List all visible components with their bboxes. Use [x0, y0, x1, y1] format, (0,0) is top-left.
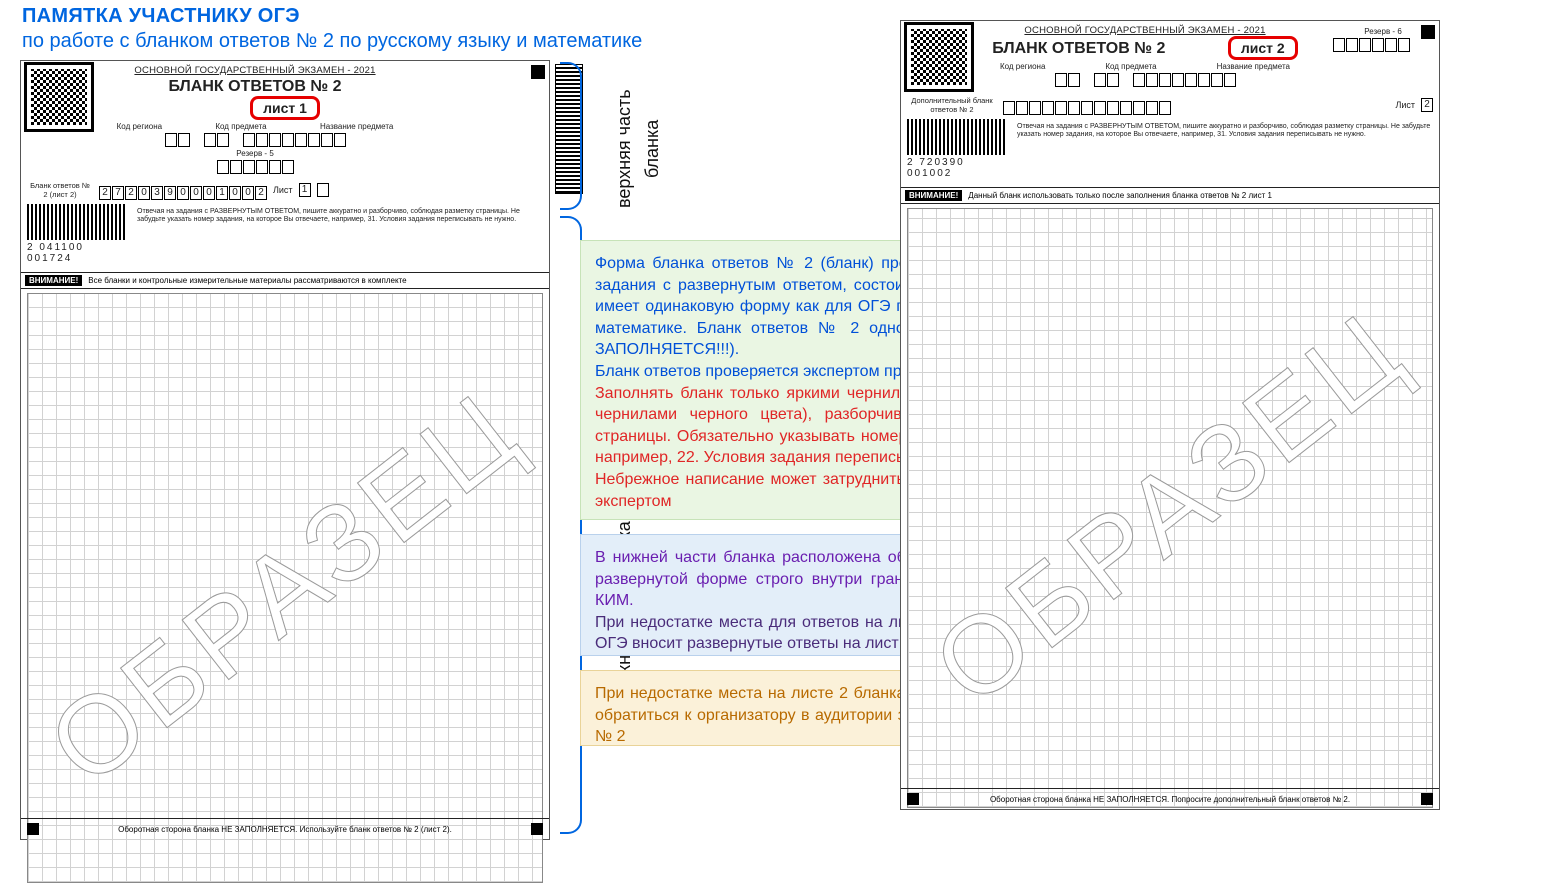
list-num: 1	[299, 183, 311, 197]
vlabel-top-a: верхняя часть	[614, 89, 635, 208]
exam-line: ОСНОВНОЙ ГОСУДАРСТВЕННЫЙ ЭКЗАМЕН - 2021	[105, 65, 405, 76]
sheet-label-highlight: лист 2	[1228, 36, 1298, 60]
vlabel-top-b: бланка	[642, 120, 663, 178]
brace-lower	[560, 216, 582, 834]
barcode-icon	[27, 204, 127, 240]
list-label: Лист	[273, 185, 293, 195]
title-line1: ПАМЯТКА УЧАСТНИКУ ОГЭ	[22, 5, 642, 28]
reserve-label: Резерв - 6	[1333, 27, 1433, 36]
barcode-icon	[907, 119, 1007, 155]
answer-grid: ОБРАЗЕЦ	[907, 208, 1433, 808]
attention-text: Данный бланк использовать только после з…	[968, 191, 1272, 200]
attention-badge: ВНИМАНИЕ!	[905, 190, 962, 201]
row-label: Бланк ответов № 2 (лист 2)	[27, 181, 93, 199]
row-label: Дополнительный бланк ответов № 2	[907, 96, 997, 114]
sheet-label-highlight: лист 1	[250, 96, 320, 120]
attention-text: Все бланки и контрольные измерительные м…	[88, 276, 406, 285]
col-subject-code: Код предмета	[1105, 62, 1156, 71]
col-subject-code: Код предмета	[215, 122, 266, 131]
form-header-right: ОСНОВНОЙ ГОСУДАРСТВЕННЫЙ ЭКЗАМЕН - 2021 …	[901, 21, 1439, 188]
watermark-text: ОБРАЗЕЦ	[911, 286, 1430, 730]
title-line2: по работе с бланком ответов № 2 по русск…	[22, 30, 642, 53]
barcode-number: 2 720390 001002	[907, 157, 1007, 179]
form-footer: Оборотная сторона бланка НЕ ЗАПОЛНЯЕТСЯ.…	[21, 818, 549, 839]
reserve-label: Резерв - 5	[105, 149, 405, 158]
exam-line: ОСНОВНОЙ ГОСУДАРСТВЕННЫЙ ЭКЗАМЕН - 2021	[985, 25, 1305, 36]
col-region: Код региона	[117, 122, 162, 131]
header-instructions: Отвечая на задания с РАЗВЕРНУТЫМ ОТВЕТОМ…	[137, 208, 543, 223]
col-subject-name: Название предмета	[320, 122, 393, 131]
barcode-number: 2 041100 001724	[27, 242, 127, 264]
qr-icon	[907, 25, 971, 89]
col-region: Код региона	[1000, 62, 1045, 71]
brace-top	[560, 62, 582, 210]
form-header-left: ОСНОВНОЙ ГОСУДАРСТВЕННЫЙ ЭКЗАМЕН - 2021 …	[21, 61, 549, 273]
watermark-text: ОБРАЗЕЦ	[26, 366, 545, 810]
code-digits: 2720390001002	[99, 186, 267, 200]
answer-grid: ОБРАЗЕЦ	[27, 293, 543, 883]
blank-title: БЛАНК ОТВЕТОВ № 2	[992, 40, 1165, 58]
header-instructions: Отвечая на задания с РАЗВЕРНУТЫМ ОТВЕТОМ…	[1017, 123, 1433, 138]
qr-icon	[27, 65, 91, 129]
form-sheet-1: ОСНОВНОЙ ГОСУДАРСТВЕННЫЙ ЭКЗАМЕН - 2021 …	[20, 60, 550, 840]
list-num: 2	[1421, 98, 1433, 112]
form-sheet-2: ОСНОВНОЙ ГОСУДАРСТВЕННЫЙ ЭКЗАМЕН - 2021 …	[900, 20, 1440, 810]
attention-badge: ВНИМАНИЕ!	[25, 275, 82, 286]
list-label: Лист	[1395, 100, 1415, 110]
col-subject-name: Название предмета	[1217, 62, 1290, 71]
page-title-block: ПАМЯТКА УЧАСТНИКУ ОГЭ по работе с бланко…	[22, 5, 642, 53]
blank-title: БЛАНК ОТВЕТОВ № 2	[168, 78, 341, 96]
form-footer: Оборотная сторона бланка НЕ ЗАПОЛНЯЕТСЯ.…	[901, 788, 1439, 809]
